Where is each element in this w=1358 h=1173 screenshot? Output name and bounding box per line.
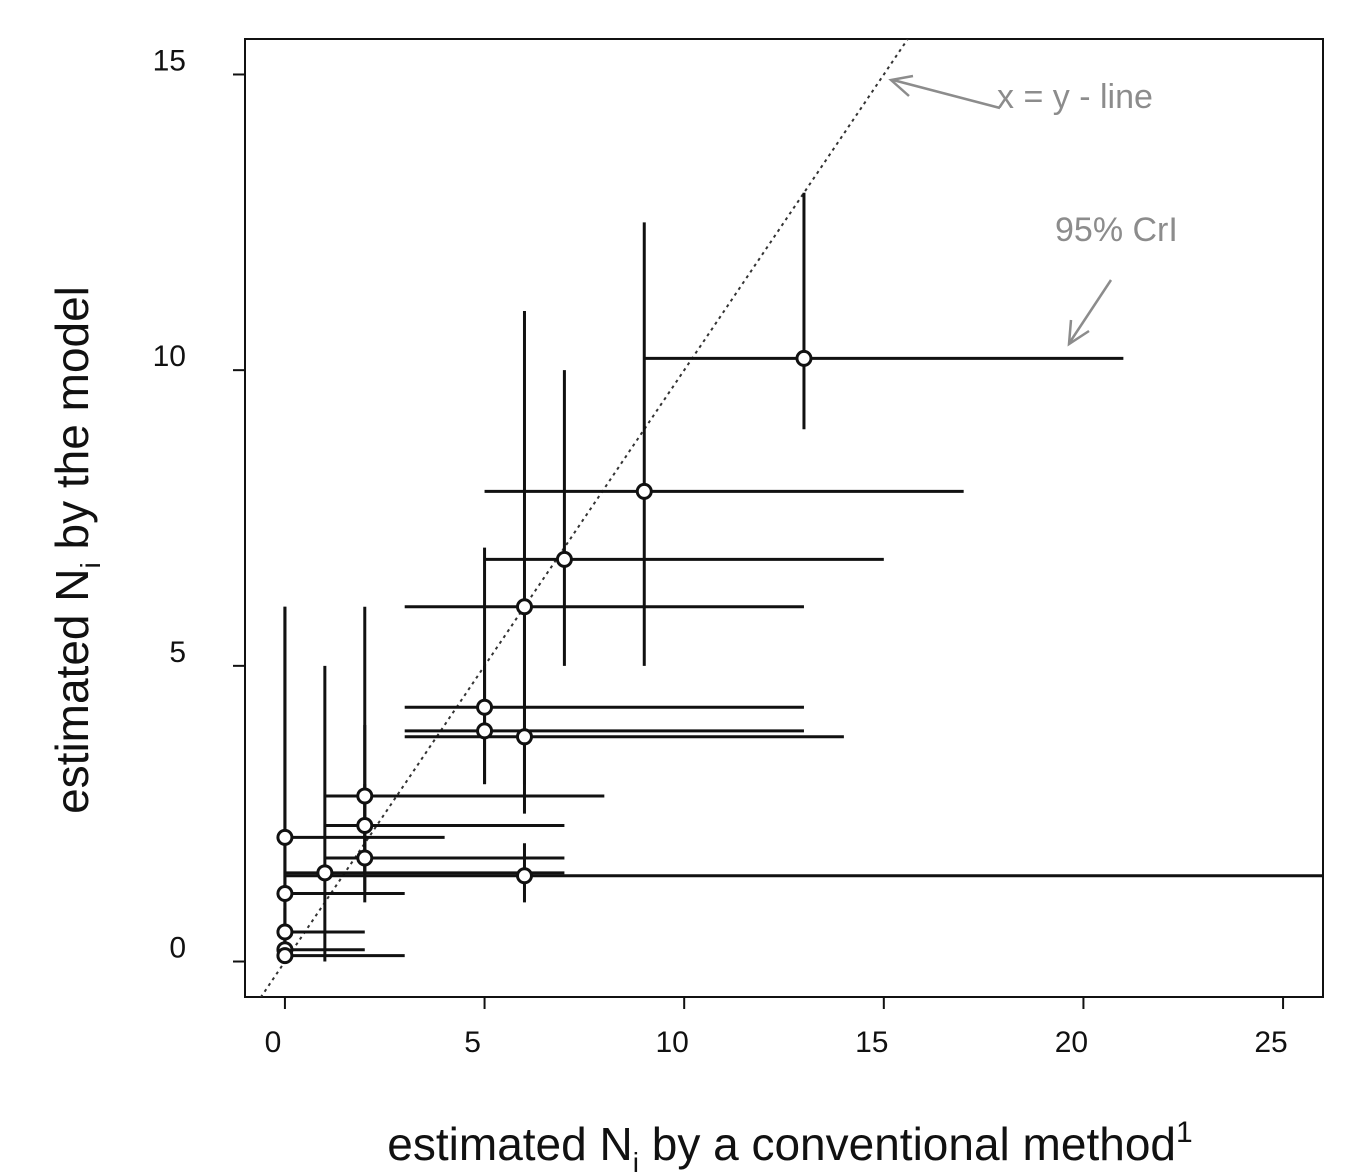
data-points [276, 349, 813, 965]
x-tick-label: 15 [855, 1026, 888, 1059]
data-point [476, 722, 494, 740]
data-point [276, 828, 294, 846]
x-equals-y-label: x = y - line [997, 78, 1153, 116]
data-point [476, 698, 494, 716]
y-tick-label: 5 [169, 636, 186, 669]
y-axis: 0 5 10 15 [153, 44, 245, 965]
data-point [515, 728, 533, 746]
x-equals-y-arrow-shaft [892, 78, 1001, 110]
x-tick-label: 0 [265, 1026, 282, 1059]
ci-label: 95% CrI [1055, 211, 1178, 249]
data-point [276, 923, 294, 941]
error-bars [283, 192, 1323, 962]
data-point [316, 864, 334, 882]
x-tick-label: 25 [1254, 1026, 1287, 1059]
data-point [635, 482, 653, 500]
data-point [555, 550, 573, 568]
data-point [515, 598, 533, 616]
y-tick-label: 10 [153, 340, 186, 373]
x-tick-label: 10 [655, 1026, 688, 1059]
x-axis-title: estimated Ni by a conventional method1 [387, 1116, 1192, 1173]
data-point [356, 849, 374, 867]
data-point [276, 885, 294, 903]
ci-arrow-shaft [1068, 279, 1113, 343]
plot-frame [244, 38, 1324, 998]
x-equals-y-arrow-icon [888, 74, 914, 97]
data-point [515, 867, 533, 885]
x-axis: 0 5 10 15 20 25 [265, 997, 1288, 1059]
data-point [276, 947, 294, 965]
data-point [356, 817, 374, 835]
y-axis-title: estimated Ni by the model [46, 286, 106, 814]
data-point [795, 349, 813, 367]
y-tick-label: 15 [153, 44, 186, 77]
x-tick-label: 20 [1055, 1026, 1088, 1059]
data-point [356, 787, 374, 805]
x-tick-label: 5 [464, 1026, 481, 1059]
ci-arrow-icon [1067, 319, 1090, 347]
y-tick-label: 0 [169, 932, 186, 965]
